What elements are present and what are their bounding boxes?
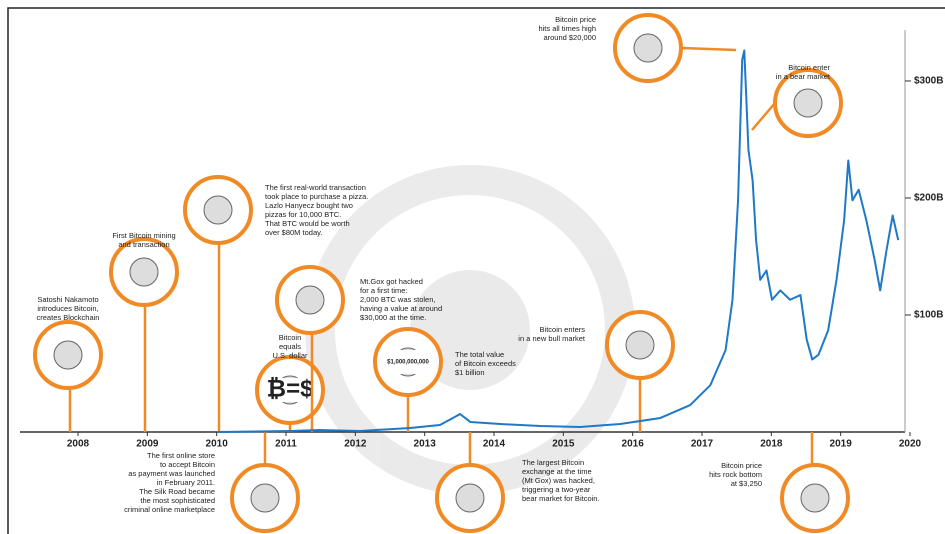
y-tick-label: $100B (914, 310, 943, 321)
callout-stem (751, 102, 776, 131)
callout-text: The first real-world transaction (265, 183, 366, 192)
callout-text: Bitcoin (279, 333, 302, 342)
callout-icon (203, 195, 233, 225)
x-tick-label: 2014 (483, 439, 506, 450)
callout-text: The largest Bitcoin (522, 458, 584, 467)
x-tick-label: 2018 (760, 439, 783, 450)
x-tick-label: 2017 (691, 439, 714, 450)
callout-icon (633, 33, 663, 63)
callout-text: pizzas for 10,000 BTC. (265, 210, 341, 219)
callout-icon (625, 330, 655, 360)
x-tick-label: 2013 (414, 439, 437, 450)
callout-text: in a new bull market (518, 334, 586, 343)
callout-text: over $80M today. (265, 228, 322, 237)
callout-text: (Mt Gox) was hacked, (522, 476, 595, 485)
callout-text: $1 billion (455, 368, 485, 377)
callout-text: to accept Bitcoin (160, 460, 215, 469)
x-tick-label: 2012 (344, 439, 367, 450)
callout-text: in February 2011. (157, 478, 215, 487)
callout-text: equals (279, 342, 301, 351)
icon-label: $1,000,000,000 (387, 360, 429, 366)
x-tick-label: 2020 (899, 439, 922, 450)
callout-text: in a bear market (776, 72, 831, 81)
callout-icon (800, 483, 830, 513)
callout-icon (129, 257, 159, 287)
callout-text: 2,000 BTC was stolen, (360, 295, 435, 304)
icon-label: ₿=$ (267, 375, 315, 402)
callout-text: exchange at the time (522, 467, 592, 476)
callout-text: as payment was launched (128, 469, 215, 478)
callout-text: The first online store (147, 451, 215, 460)
callout-text: criminal online marketplace (124, 505, 215, 514)
x-tick-label: 2015 (552, 439, 575, 450)
callout-text: Bitcoin enters (540, 325, 586, 334)
y-tick-label: $300B (914, 76, 943, 87)
callout-text: around $20,000 (543, 33, 596, 42)
callout-text: Bitcoin price (555, 15, 596, 24)
x-tick-label: 2010 (206, 439, 229, 450)
callout-text: having a value at around (360, 304, 442, 313)
callout-text: $30,000 at the time. (360, 313, 426, 322)
callout-icon (250, 483, 280, 513)
frame (7, 7, 945, 534)
x-tick-label: 2016 (622, 439, 645, 450)
x-tick-label: 2019 (830, 439, 853, 450)
x-tick-label: 2008 (67, 439, 90, 450)
icon-bg (262, 378, 318, 402)
callout-text: That BTC would be worth (265, 219, 350, 228)
callout-icon (793, 88, 823, 118)
x-tick-label: 2009 (136, 439, 159, 450)
callout-text: the most sophisticated (140, 496, 215, 505)
callout-text: The total value (455, 350, 504, 359)
callout-text: creates Blockchain (37, 313, 100, 322)
callout-text: of Bitcoin exceeds (455, 359, 516, 368)
callout-text: Bitcoin price (721, 461, 762, 470)
callout-text: U.S. dollar (272, 351, 308, 360)
callout-text: introduces Bitcoin, (37, 304, 98, 313)
callout-text: and transaction (118, 240, 169, 249)
callout-text: bear market for Bitcoin. (522, 494, 600, 503)
callout-text: Bitcoin enter (788, 63, 830, 72)
callout-stem (681, 46, 737, 52)
y-tick-label: $200B (914, 193, 943, 204)
callout-text: took place to purchase a pizza. (265, 192, 368, 201)
callout-text: at $3,250 (731, 479, 762, 488)
callout-icon (455, 483, 485, 513)
callout-text: triggering a two-year (522, 485, 591, 494)
callout-text: hits all times high (538, 24, 596, 33)
price-line (218, 49, 900, 433)
x-tick-label: 2011 (275, 439, 297, 450)
callout-icon (295, 285, 325, 315)
callout-text: Mt.Gox got hacked (360, 277, 423, 286)
callout-text: The Silk Road became (139, 487, 215, 496)
icon-bg (380, 350, 436, 374)
callout-icon (53, 340, 83, 370)
callout-text: Satoshi Nakamoto (37, 295, 98, 304)
callout-text: for a first time: (360, 286, 408, 295)
callout-text: hits rock bottom (709, 470, 762, 479)
callout-text: Lazlo Hanyecz bought two (265, 201, 353, 210)
callout-text: First Bitcoin mining (112, 231, 175, 240)
